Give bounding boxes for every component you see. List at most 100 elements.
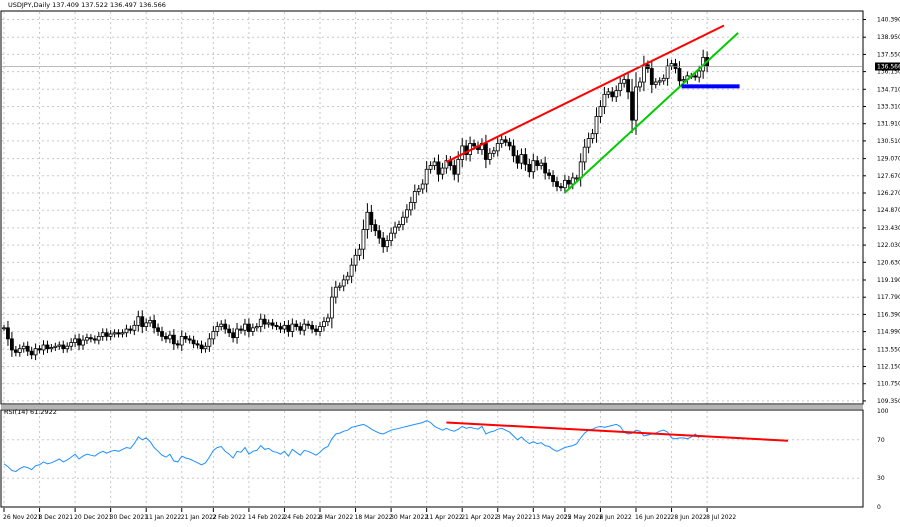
price-tick-label: 122.030 (877, 242, 900, 249)
price-tick-label: 126.270 (877, 190, 900, 197)
price-tick-label: 134.710 (877, 86, 900, 93)
bearish-candle (543, 162, 548, 174)
bearish-candle (511, 145, 516, 157)
bearish-candle (171, 334, 176, 345)
price-pane-frame (0, 10, 864, 405)
date-tick-label: 28 Jun 2022 (671, 514, 707, 521)
date-tick-label: 20 Dec 2021 (74, 514, 113, 521)
pane-separator (1, 405, 863, 409)
bullish-candle (590, 133, 595, 139)
current-price-marker (875, 62, 900, 71)
bullish-candle (487, 152, 492, 160)
bullish-candle (598, 106, 603, 117)
bearish-candle (693, 75, 698, 78)
date-tick-label: 8 Mar 2022 (319, 514, 353, 521)
bearish-candle (183, 336, 188, 340)
bearish-candle (527, 163, 532, 173)
bullish-candle (657, 80, 662, 83)
date-tick-label: 21 Jan 2022 (181, 514, 217, 521)
bullish-candle (397, 224, 401, 228)
bullish-candle (100, 332, 105, 337)
bearish-candle (164, 336, 168, 340)
support-trendline[interactable] (564, 32, 739, 194)
bullish-candle (444, 160, 449, 169)
bearish-candle (523, 154, 528, 165)
bearish-candle (227, 328, 232, 334)
bullish-candle (661, 77, 666, 82)
price-tick-label: 136.150 (877, 69, 900, 76)
bearish-candle (128, 328, 133, 331)
date-tick-label: 24 Feb 2022 (283, 514, 321, 521)
bullish-candle (420, 183, 425, 190)
date-tick-label: 18 Mar 2022 (355, 514, 393, 521)
bullish-candle (353, 254, 358, 266)
bearish-candle (25, 345, 30, 352)
bullish-candle (243, 323, 247, 331)
support-zone-bar[interactable] (681, 84, 740, 89)
bullish-candle (578, 161, 583, 179)
price-tick-label: 112.150 (877, 364, 900, 371)
bullish-candle (412, 191, 417, 203)
bearish-candle (6, 327, 10, 340)
rsi-tick-label: 30 (877, 475, 885, 482)
bearish-candle (515, 155, 520, 164)
bullish-candle (266, 322, 271, 325)
date-tick-label: 13 May 2022 (532, 514, 571, 521)
bearish-candle (152, 320, 157, 329)
bearish-candle (298, 326, 303, 331)
price-tick-label: 127.670 (877, 173, 900, 180)
bullish-candle (349, 264, 354, 277)
bearish-candle (507, 141, 512, 147)
bullish-candle (385, 240, 390, 248)
bullish-candle (302, 323, 307, 331)
bullish-candle (531, 160, 536, 173)
bearish-candle (547, 172, 551, 176)
bullish-candle (582, 146, 587, 163)
bullish-candle (219, 323, 224, 327)
bearish-candle (246, 323, 251, 332)
date-tick-label: 25 May 2022 (564, 514, 603, 521)
bearish-candle (559, 186, 563, 189)
price-tick-label: 137.550 (877, 51, 900, 58)
symbol-header: USDJPY,Daily 137.409 137.522 136.497 136… (8, 1, 166, 9)
bullish-candle (57, 344, 62, 347)
bullish-candle (495, 143, 500, 152)
bullish-candle (215, 326, 220, 332)
bullish-candle (586, 138, 591, 148)
bullish-candle (653, 81, 658, 85)
bullish-candle (2, 327, 6, 330)
bullish-candle (179, 336, 184, 346)
date-tick-label: 16 Jun 2022 (635, 514, 671, 521)
date-tick-label: 14 Feb 2022 (248, 514, 286, 521)
bearish-candle (104, 332, 109, 337)
date-tick-label: 2 Feb 2022 (212, 514, 246, 521)
bullish-candle (81, 339, 85, 346)
bullish-candle (669, 63, 674, 67)
bearish-candle (377, 230, 382, 239)
bullish-candle (49, 347, 54, 350)
bullish-candle (112, 332, 117, 335)
bearish-candle (89, 337, 93, 340)
bearish-candle (92, 338, 97, 341)
bullish-candle (258, 318, 263, 327)
bullish-candle (322, 321, 326, 327)
bullish-candle (211, 331, 216, 340)
bearish-candle (37, 348, 42, 351)
bearish-candle (555, 181, 559, 187)
bullish-candle (416, 188, 421, 192)
resistance-trendline[interactable] (445, 24, 725, 163)
date-tick-label: 11 Jan 2022 (145, 514, 181, 521)
bullish-candle (329, 296, 334, 319)
price-tick-label: 131.910 (877, 121, 900, 128)
bullish-candle (207, 338, 212, 347)
bearish-candle (262, 318, 267, 325)
price-tick-label: 119.190 (877, 277, 900, 284)
rsi-divergence-trendline[interactable] (446, 421, 789, 442)
bullish-candle (408, 202, 413, 211)
bearish-candle (310, 324, 315, 330)
annotation-layer (445, 24, 789, 442)
bearish-candle (483, 143, 488, 160)
price-tick-label: 140.390 (877, 16, 900, 23)
